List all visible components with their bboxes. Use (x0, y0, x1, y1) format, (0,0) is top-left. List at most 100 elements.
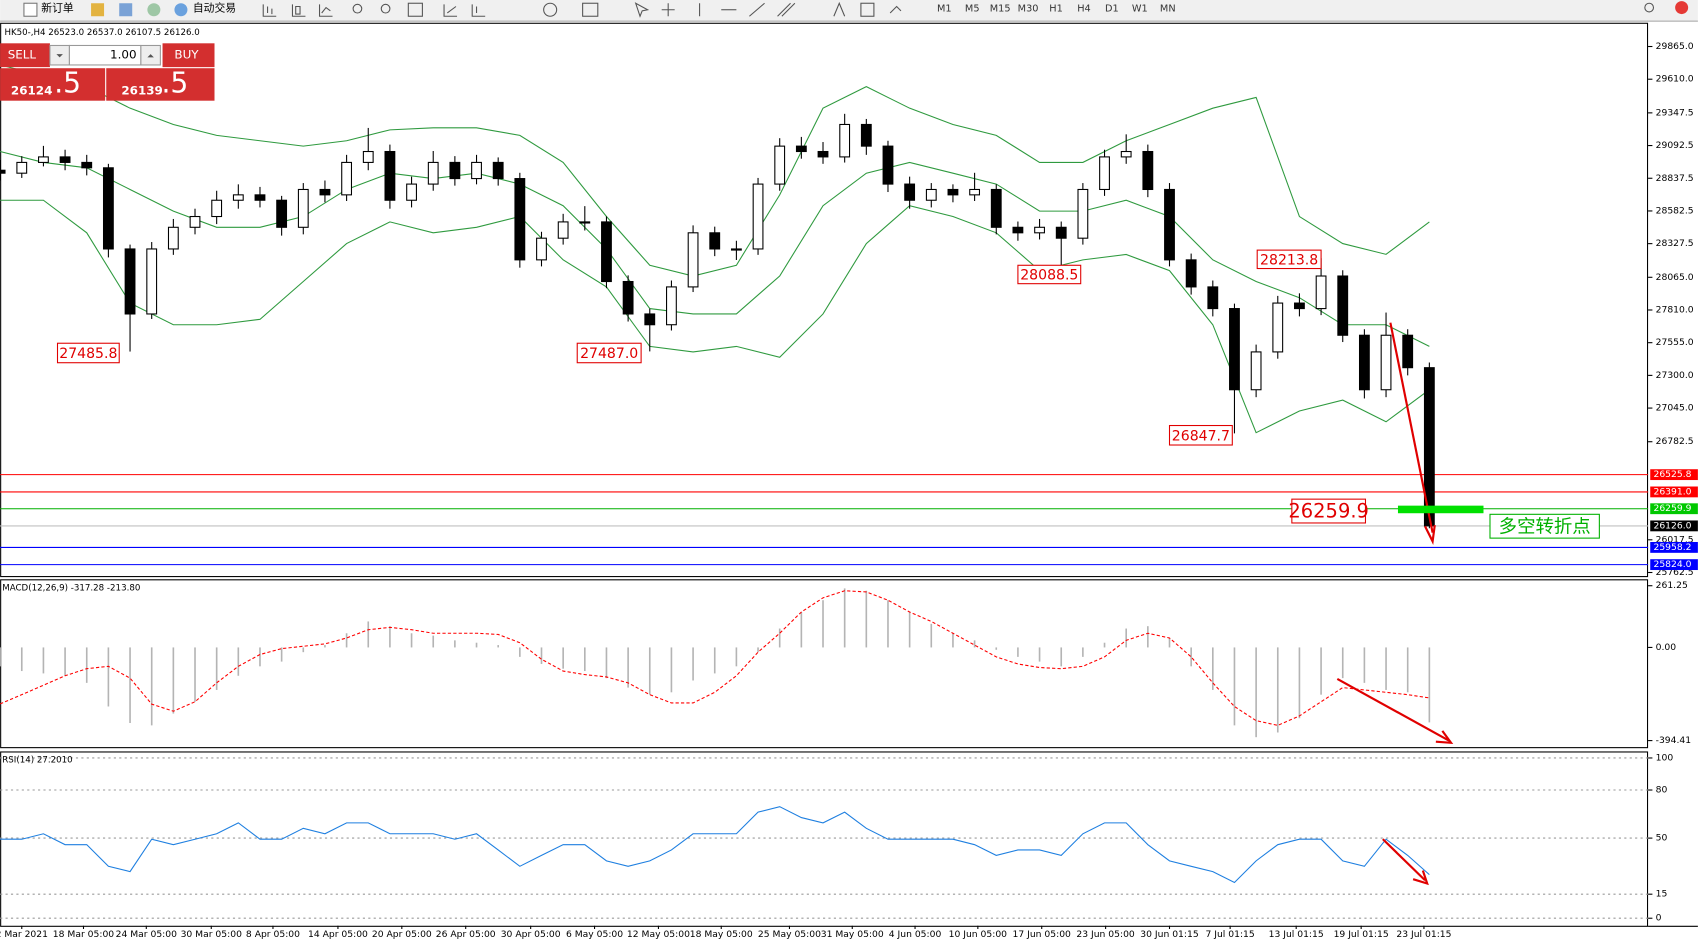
price-level-tag (1650, 541, 1698, 553)
x-tick-label: 4 Jun 05:00 (889, 929, 942, 940)
zoom-out[interactable] (380, 3, 391, 14)
x-tick-label: 31 May 05:00 (821, 929, 884, 940)
templates[interactable] (582, 2, 599, 17)
candle-body (644, 313, 656, 326)
trendline[interactable] (749, 2, 765, 17)
annotation-box (1256, 249, 1322, 270)
bid-box[interactable] (0, 68, 106, 101)
crosshair[interactable] (661, 3, 675, 17)
timeframe-button[interactable]: M5 (965, 4, 980, 15)
buy-button[interactable] (162, 43, 215, 68)
y-tick-label: 0.00 (1656, 642, 1677, 653)
x-tick-label: 18 Mar 05:00 (53, 929, 114, 940)
arrows-tool[interactable] (889, 5, 902, 14)
y-tick-label: 27300.0 (1656, 370, 1694, 381)
x-tick-label: 14 Apr 05:00 (308, 929, 368, 940)
channel[interactable] (777, 2, 796, 17)
new-order-icon[interactable] (23, 2, 38, 17)
tool-icon[interactable] (291, 4, 306, 17)
toolbar-icon[interactable] (147, 3, 161, 17)
price-level-tag (1650, 520, 1698, 532)
price-level-label: 25958.2 (1653, 542, 1691, 553)
x-tick-label: 25 May 05:00 (758, 929, 821, 940)
notification[interactable] (1675, 1, 1689, 15)
candle-body (687, 232, 699, 288)
y-tick-label: 28065.0 (1656, 272, 1694, 283)
tool-icon[interactable] (318, 4, 333, 17)
candle-body (947, 188, 959, 196)
sell-label[interactable]: SELL (8, 48, 37, 62)
timeframe-button[interactable]: M1 (937, 4, 952, 15)
tool-icon[interactable] (443, 4, 458, 17)
candle-body (319, 188, 331, 196)
timeframe-button[interactable]: M15 (990, 4, 1011, 15)
text-tool[interactable] (833, 1, 846, 17)
x-tick-label: 30 Mar 05:00 (181, 929, 242, 940)
candle-body (1142, 150, 1154, 191)
x-tick-label: 19 Jul 01:15 (1334, 929, 1389, 940)
candle-body (666, 286, 677, 326)
y-tick-label: 261.25 (1656, 580, 1688, 591)
ask-box[interactable] (106, 68, 215, 101)
toolbar-icon[interactable] (119, 3, 133, 17)
candle-body (189, 215, 201, 228)
y-tick-label: 50 (1656, 833, 1668, 844)
y-tick-label: 0 (1656, 913, 1662, 924)
candle-body (536, 237, 547, 261)
candle-body (1164, 188, 1175, 261)
bollinger-band (0, 150, 1430, 347)
candle-body (276, 199, 288, 228)
annotation-box (1489, 513, 1600, 539)
ask-price: 26139 (121, 83, 162, 97)
toolbar-icon[interactable] (91, 3, 105, 17)
sell-button[interactable] (0, 43, 50, 68)
tile-windows[interactable] (407, 2, 423, 17)
timeframe-button[interactable]: W1 (1132, 4, 1148, 15)
main-pane (0, 22, 1649, 578)
tool-icon[interactable] (471, 4, 486, 17)
auto-trade-button[interactable]: 自动交易 (193, 1, 236, 15)
cursor[interactable] (634, 2, 650, 18)
candle-body (1358, 334, 1370, 391)
candle-body (1185, 259, 1197, 288)
periods[interactable] (543, 2, 558, 17)
candle-body (59, 156, 71, 163)
candle-body (146, 248, 158, 315)
indicator-label: RSI(14) 27.2010 (2, 756, 72, 766)
buy-label[interactable]: BUY (174, 48, 199, 62)
candle-body (1423, 367, 1435, 527)
x-tick-label: 24 Mar 05:00 (116, 929, 177, 940)
auto-trade-icon[interactable] (174, 3, 188, 17)
timeframe-button[interactable]: MN (1160, 4, 1176, 15)
candle-body (341, 161, 353, 196)
timeframe-button[interactable]: H4 (1077, 4, 1091, 15)
candle-body (795, 145, 807, 153)
candle-body (1402, 334, 1414, 369)
zoom-in[interactable] (352, 3, 363, 14)
y-tick-label: 29092.5 (1656, 140, 1694, 151)
timeframe-button[interactable]: H1 (1049, 4, 1063, 15)
price-level-label: 26525.8 (1653, 469, 1691, 480)
y-tick-label: 26017.5 (1656, 534, 1694, 545)
tool-icon[interactable] (262, 4, 277, 17)
drawing-tools[interactable] (262, 1, 1655, 18)
ask-fraction: .5 (161, 66, 188, 99)
y-tick-label: 29610.0 (1656, 74, 1694, 85)
bollinger-band (0, 64, 1430, 277)
x-tick-label: 30 Apr 05:00 (501, 929, 561, 940)
label-tool[interactable] (860, 2, 875, 17)
lot-size[interactable]: 1.00 (110, 48, 137, 62)
search[interactable] (1644, 2, 1655, 13)
price-level-label: 25824.0 (1653, 559, 1691, 570)
annotation-box (576, 342, 642, 364)
arrow (1382, 838, 1426, 882)
candle-body (969, 188, 981, 196)
x-tick-label: 17 Jun 05:00 (1013, 929, 1072, 940)
x-tick-label: 26 Apr 05:00 (436, 929, 496, 940)
timeframe-button[interactable]: M30 (1018, 4, 1039, 15)
candle-body (471, 161, 482, 180)
timeframe-button[interactable]: D1 (1105, 4, 1119, 15)
new-order-button[interactable]: 新订单 (41, 1, 74, 15)
candle-body (1012, 226, 1024, 234)
arrow-head (1424, 524, 1436, 546)
